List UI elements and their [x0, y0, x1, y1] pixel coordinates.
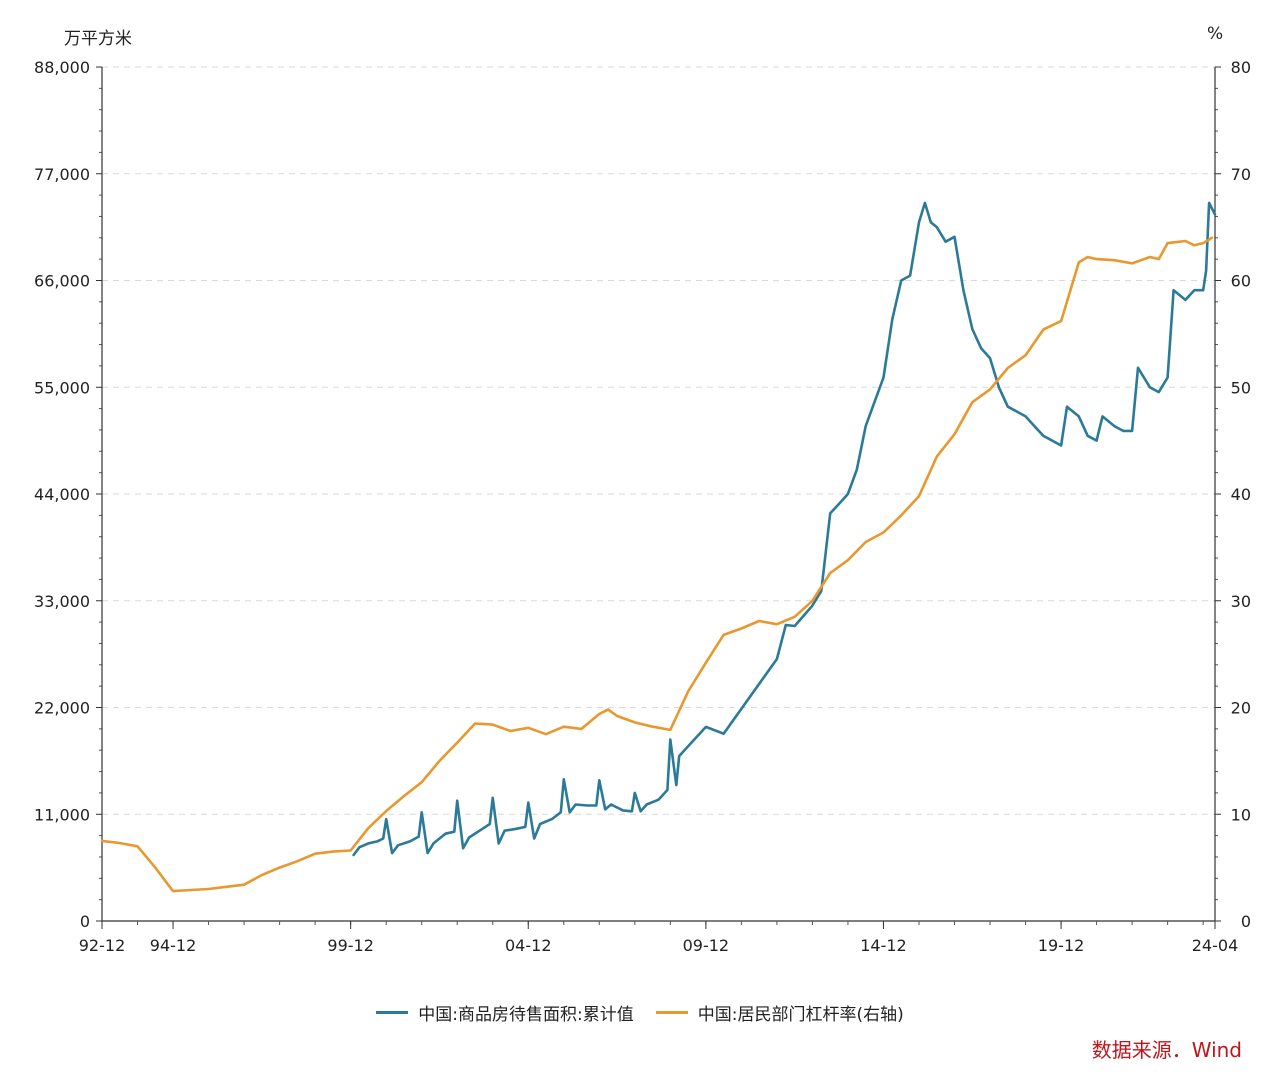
x-axis-tick-label: 24-04: [1192, 936, 1239, 955]
legend-label-leverage: 中国:居民部门杠杆率(右轴): [697, 1005, 904, 1025]
right-axis-tick-label: 30: [1231, 592, 1251, 611]
left-axis-unit: 万平方米: [64, 29, 132, 49]
legend-swatch-inventory: [376, 1011, 409, 1014]
chart-canvas: 0 0 11,000 10 22,000 20 33,000 30 44,000 40 55,000…: [34, 58, 1251, 955]
right-axis-tick-label: 80: [1231, 58, 1251, 77]
right-axis-tick-label: 20: [1231, 699, 1251, 718]
left-axis-tick-label: 0: [80, 912, 90, 931]
x-axis-tick-label: 19-12: [1038, 936, 1085, 955]
right-axis-tick-label: 50: [1231, 378, 1251, 397]
right-axis-tick-label: 10: [1231, 805, 1251, 824]
left-axis-tick-label: 88,000: [34, 58, 90, 77]
legend: 中国:商品房待售面积:累计值 中国:居民部门杠杆率(右轴): [0, 1000, 1280, 1025]
x-axis-tick-label: 92-12: [79, 936, 126, 955]
left-axis-tick-label: 77,000: [34, 165, 90, 184]
left-axis-tick-label: 66,000: [34, 272, 90, 291]
x-axis-tick-label: 99-12: [327, 936, 374, 955]
left-axis-tick-label: 33,000: [34, 592, 90, 611]
legend-item-leverage: 中国:居民部门杠杆率(右轴): [655, 1000, 904, 1025]
left-axis-tick-label: 55,000: [34, 378, 90, 397]
legend-label-inventory: 中国:商品房待售面积:累计值: [418, 1005, 634, 1025]
right-axis-tick-label: 0: [1241, 912, 1251, 931]
series-line-leverage: [100, 236, 1214, 893]
x-axis-tick-label: 94-12: [150, 936, 197, 955]
x-axis-tick-label: 14-12: [860, 936, 907, 955]
left-axis-tick-label: 44,000: [34, 485, 90, 504]
right-axis-tick-label: 40: [1231, 485, 1251, 504]
right-axis-tick-label: 60: [1231, 272, 1251, 291]
data-source-note: 数据来源．Wind: [1091, 1038, 1242, 1062]
x-axis-tick-label: 04-12: [505, 936, 552, 955]
left-axis-tick-label: 11,000: [34, 805, 90, 824]
right-axis-tick-label: 70: [1231, 165, 1251, 184]
x-axis-tick-label: 09-12: [683, 936, 730, 955]
legend-swatch-leverage: [655, 1011, 688, 1014]
right-axis-unit: %: [1207, 24, 1224, 44]
legend-item-inventory: 中国:商品房待售面积:累计值: [376, 1000, 634, 1025]
left-axis-tick-label: 22,000: [34, 699, 90, 718]
series-line-inventory: [352, 201, 1217, 857]
